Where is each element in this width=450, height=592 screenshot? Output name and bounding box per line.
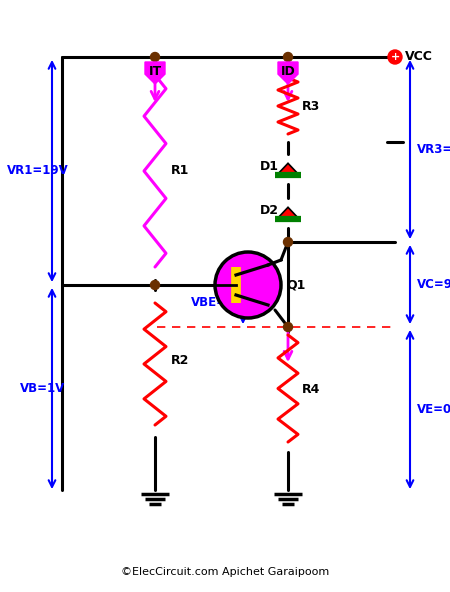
Text: R4: R4 [302,383,320,396]
Circle shape [284,53,292,62]
Text: Q1: Q1 [286,278,306,291]
Polygon shape [278,62,298,84]
Text: ©ElecCircuit.com Apichet Garaipoom: ©ElecCircuit.com Apichet Garaipoom [121,567,329,577]
Text: R2: R2 [171,355,189,368]
Polygon shape [145,62,165,84]
Text: VBE=0.7V: VBE=0.7V [191,297,257,310]
Text: VC=9.3V: VC=9.3V [417,278,450,291]
Text: R3: R3 [302,99,320,112]
Text: R1: R1 [171,165,189,178]
Text: IT: IT [148,65,162,78]
Circle shape [215,252,281,318]
Text: VR1=19V: VR1=19V [7,165,69,178]
Circle shape [284,237,292,246]
Text: ID: ID [281,65,295,78]
Circle shape [150,53,159,62]
Circle shape [388,50,402,64]
Polygon shape [277,163,299,175]
Text: VB=1V: VB=1V [20,382,65,395]
Text: D1: D1 [260,160,279,173]
Circle shape [150,281,159,289]
Circle shape [284,323,292,332]
Text: VE=0.3V: VE=0.3V [417,403,450,416]
Text: +: + [391,52,400,62]
Polygon shape [277,207,299,218]
Text: VCC: VCC [405,50,433,63]
Text: D2: D2 [260,204,279,217]
Text: VR3=9.3V: VR3=9.3V [417,143,450,156]
